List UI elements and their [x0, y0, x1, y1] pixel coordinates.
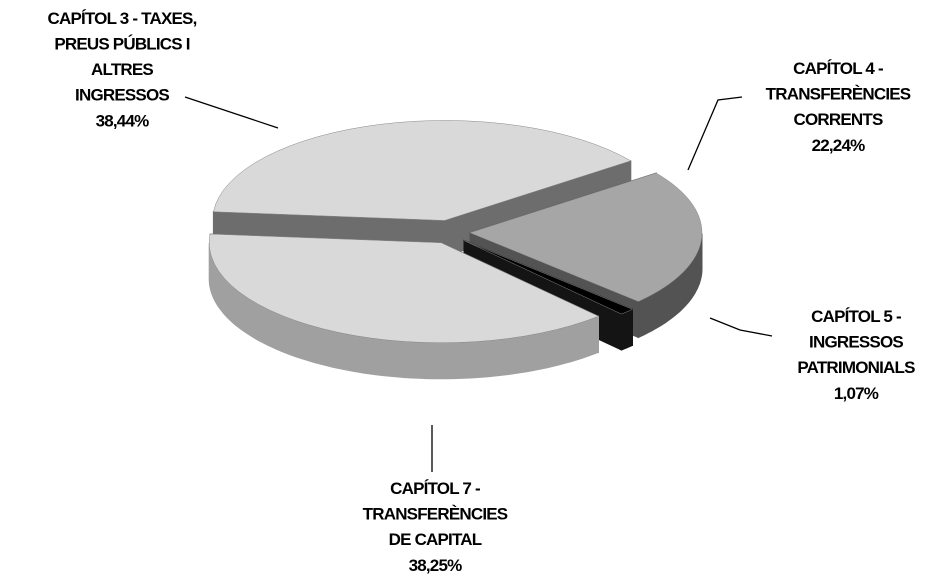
label-line: CAPÍTOL 7 - [390, 479, 480, 498]
label-line: INGRESSOS [75, 86, 169, 105]
label-line: PREUS PÚBLICS I [54, 35, 189, 54]
slice-side [620, 308, 633, 351]
label-line: INGRESSOS [809, 333, 903, 352]
leader-line [184, 96, 279, 129]
slice-top [463, 240, 634, 315]
label-line: TRANSFERÈNCIES [363, 505, 508, 524]
label-line: PATRIMONIALS [797, 358, 915, 377]
label-line: CORRENTS [794, 110, 883, 129]
slice-top [213, 120, 632, 221]
category-label: CAPÍTOL 3 - TAXES, PREUS PÚBLICS I ALTRES I… [47, 9, 196, 105]
value-label: 38,25% [409, 556, 463, 575]
label-line: CAPÍTOL 4 - [793, 59, 883, 78]
label-line: CAPÍTOL 3 - TAXES, [47, 9, 196, 28]
category-label: CAPÍTOL 4 - TRANSFERÈNCIES CORRENTS [766, 59, 911, 129]
label-line: CAPÍTOL 5 - [811, 307, 901, 326]
label-line: ALTRES [91, 60, 153, 79]
category-label: CAPÍTOL 7 - TRANSFERÈNCIES DE CAPITAL [363, 479, 508, 549]
category-label: CAPÍTOL 5 - INGRESSOS PATRIMONIALS [797, 307, 915, 377]
slice-top [469, 172, 703, 302]
label-line: DE CAPITAL [389, 530, 482, 549]
value-label: 1,07% [834, 384, 879, 403]
label-line: TRANSFERÈNCIES [766, 85, 911, 104]
leader-line [709, 317, 773, 337]
leader-line [687, 96, 743, 171]
slice-top [208, 233, 600, 344]
value-label: 22,24% [812, 136, 866, 155]
value-label: 38,44% [96, 111, 150, 130]
